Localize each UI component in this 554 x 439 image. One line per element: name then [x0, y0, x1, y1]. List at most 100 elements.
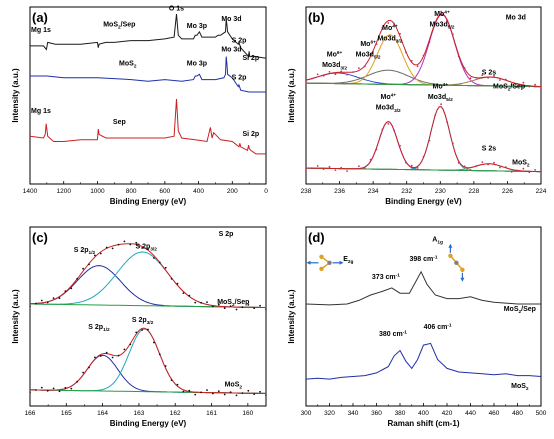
- raw-data-point: [40, 299, 43, 302]
- annotation-label: Mo4+​: [434, 9, 450, 17]
- plot-area: [306, 10, 541, 175]
- x-tick-label: 320: [324, 410, 335, 417]
- x-axis-label: Raman shift (cm-1): [387, 419, 459, 428]
- annotation-label: Mo3d3/2​: [322, 62, 347, 71]
- annotation-label: Mo4+​: [433, 82, 449, 90]
- raw-data-point: [105, 246, 108, 249]
- raw-data-point: [46, 301, 49, 304]
- raw-data-point: [416, 167, 419, 169]
- raw-data-point: [164, 365, 167, 367]
- raw-data-point: [340, 70, 343, 73]
- raw-data-point: [141, 329, 144, 331]
- vibration-arrow-head: [306, 260, 311, 265]
- x-tick-label: 360: [371, 410, 382, 417]
- raw-data-point: [229, 391, 232, 393]
- raw-data-point: [381, 26, 384, 29]
- raw-data-point: [434, 114, 437, 116]
- annotation-label: Sep: [113, 119, 126, 126]
- e2g-mode-molecule: [306, 254, 344, 271]
- annotation-label: Mg 1s: [31, 108, 51, 115]
- raw-data-point: [259, 390, 261, 393]
- raw-data-point: [534, 169, 536, 171]
- x-tick-label: 160: [242, 410, 253, 417]
- raw-data-point: [200, 391, 203, 394]
- raw-data-point: [88, 263, 90, 266]
- raw-data-point: [123, 240, 126, 243]
- raw-data-point: [30, 305, 31, 307]
- annotation-label: MoS2​: [225, 381, 243, 390]
- series-line-mos2: [306, 342, 541, 380]
- annotation-label: E2g​: [343, 256, 353, 265]
- x-tick-label: 200: [227, 188, 238, 195]
- raw-data-point: [117, 243, 120, 246]
- raw-data-point: [534, 83, 536, 86]
- annotation-label: 398 cm-1​: [410, 255, 438, 263]
- raw-data-point: [499, 166, 501, 169]
- raw-data-point: [135, 241, 138, 244]
- series-line-sep: [30, 98, 266, 155]
- raw-data-point: [135, 331, 138, 334]
- raw-data-point: [30, 391, 31, 394]
- x-tick-label: 236: [334, 188, 345, 195]
- raw-data-point: [457, 161, 460, 164]
- x-tick-label: 400: [418, 410, 429, 417]
- raw-data-point: [35, 389, 37, 391]
- annotation-label: Mo4+​: [382, 24, 398, 32]
- raw-data-point: [352, 167, 354, 170]
- raw-data-point: [358, 67, 360, 69]
- raw-data-point: [217, 303, 220, 306]
- raw-data-point: [40, 386, 43, 389]
- raw-data-point: [176, 383, 179, 386]
- raw-data-point: [35, 302, 37, 305]
- annotation-label: Mo3d3/2​: [376, 105, 401, 114]
- panel-label: (a): [32, 10, 48, 25]
- annotation-label: 380 cm-1​: [379, 330, 407, 338]
- annotation-label: MoS2​/Sep: [493, 83, 525, 92]
- raw-data-point: [158, 353, 161, 356]
- raw-data-point: [153, 341, 155, 344]
- panel-label: (b): [308, 10, 325, 25]
- sulfur-atom: [319, 266, 324, 271]
- annotation-label: S 2p: [219, 231, 234, 238]
- x-tick-label: 1000: [90, 188, 105, 195]
- raw-data-point: [457, 55, 460, 58]
- series-line-mos2: [30, 56, 266, 93]
- annotation-label: S 2p1/2​: [88, 324, 110, 333]
- sulfur-atom: [319, 254, 324, 259]
- raw-data-point: [481, 74, 484, 76]
- sulfur-atom: [448, 253, 453, 258]
- envelope-fit: [306, 106, 541, 173]
- raw-data-point: [346, 73, 348, 76]
- raw-data-point: [528, 171, 531, 174]
- raw-data-point: [206, 389, 208, 391]
- annotation-label: Si 2p: [242, 55, 259, 62]
- raw-data-point: [46, 390, 49, 392]
- raw-data-point: [369, 53, 372, 56]
- raw-data-point: [399, 144, 401, 147]
- x-axis-label: Binding Energy (eV): [110, 197, 187, 206]
- x-tick-label: 800: [126, 188, 137, 195]
- raw-data-point: [241, 392, 244, 394]
- raw-data-point: [340, 166, 343, 169]
- plot-area: [30, 14, 266, 155]
- raw-data-point: [440, 103, 442, 106]
- raw-data-point: [504, 78, 507, 81]
- raw-data-point: [428, 41, 431, 44]
- raw-data-point: [158, 261, 161, 264]
- raw-data-point: [475, 76, 478, 79]
- raw-data-point: [212, 392, 214, 395]
- raw-data-point: [117, 354, 120, 357]
- x-tick-label: 232: [401, 188, 412, 195]
- x-axis-label: Binding Energy (eV): [110, 419, 187, 428]
- x-tick-label: 224: [536, 188, 547, 195]
- raw-data-point: [306, 169, 307, 172]
- raw-data-point: [76, 380, 79, 383]
- annotation-label: S 2p: [232, 75, 247, 82]
- raw-data-point: [70, 287, 73, 290]
- x-tick-label: 600: [159, 188, 170, 195]
- raw-data-point: [481, 161, 484, 164]
- series-line-mos2-sep: [30, 14, 266, 59]
- raw-data-point: [528, 85, 531, 88]
- raw-data-point: [247, 389, 250, 392]
- raw-data-point: [393, 129, 395, 132]
